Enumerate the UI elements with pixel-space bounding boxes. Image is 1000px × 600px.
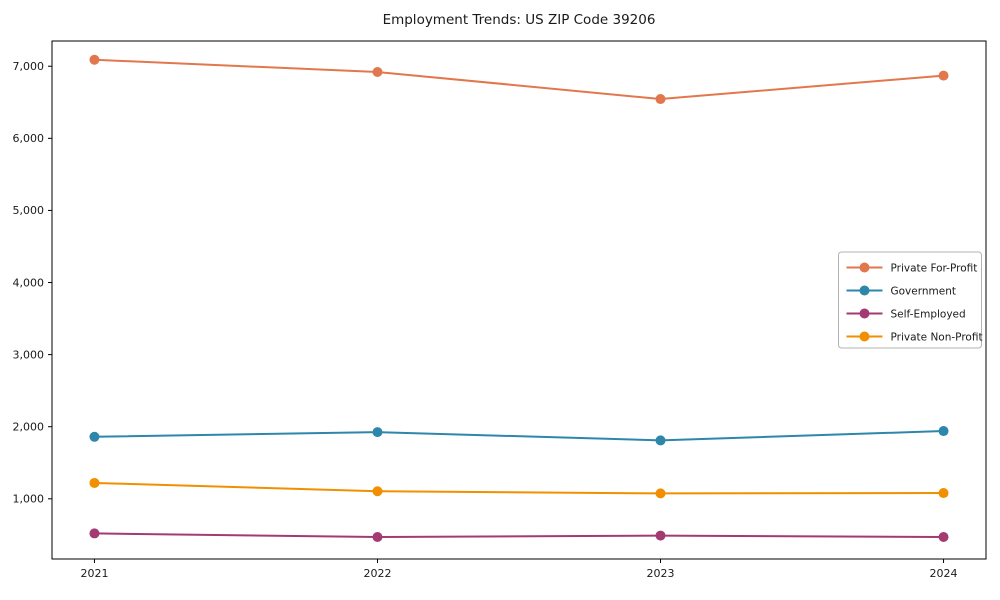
data-point-self-employed-2023: [655, 530, 666, 541]
y-tick-label: 2,000: [13, 421, 45, 434]
data-point-private-for-profit-2022: [372, 67, 383, 78]
axes-frame: [51, 40, 987, 560]
y-tick-label: 4,000: [13, 276, 45, 289]
data-point-government-2024: [938, 426, 949, 437]
legend-label: Government: [891, 285, 956, 297]
data-point-self-employed-2022: [372, 532, 383, 543]
data-point-private-for-profit-2023: [655, 94, 666, 105]
legend-sample-marker: [859, 331, 870, 342]
legend: Private For-Profit Government Self-Employe…: [838, 251, 983, 349]
data-point-government-2023: [655, 435, 666, 446]
series-line-government: [93, 430, 945, 442]
chart-title: Employment Trends: US ZIP Code 39206: [383, 12, 656, 28]
x-tick-label: 2021: [80, 567, 108, 580]
legend-sample-marker: [859, 285, 870, 296]
data-point-private-non-profit-2021: [89, 477, 100, 488]
series-line-self-employed: [93, 532, 945, 539]
legend-item-government: Government: [846, 285, 956, 297]
x-tick-label: 2024: [930, 567, 958, 580]
y-tick-label: 6,000: [13, 132, 45, 145]
y-tick-label: 7,000: [13, 60, 45, 73]
y-tick-label: 3,000: [13, 348, 45, 361]
legend-item-private-non-profit: Private Non-Profit: [846, 331, 983, 343]
legend-label: Self-Employed: [891, 308, 966, 320]
y-tick-label: 5,000: [13, 204, 45, 217]
data-point-self-employed-2024: [938, 532, 949, 543]
legend-sample-marker: [859, 308, 870, 319]
data-point-private-non-profit-2022: [372, 486, 383, 497]
legend-item-self-employed: Self-Employed: [846, 308, 966, 320]
series-line-private-for-profit: [93, 58, 945, 101]
data-point-self-employed-2021: [89, 528, 100, 539]
data-point-private-non-profit-2024: [938, 488, 949, 499]
x-tick-label: 2023: [647, 567, 675, 580]
data-point-private-for-profit-2024: [938, 70, 949, 81]
y-tick-label: 1,000: [13, 493, 45, 506]
data-point-private-for-profit-2021: [89, 54, 100, 65]
series-line-private-non-profit: [93, 481, 945, 495]
data-point-private-non-profit-2023: [655, 488, 666, 499]
legend-label: Private Non-Profit: [891, 331, 983, 343]
data-point-government-2021: [89, 431, 100, 442]
legend-box: [838, 251, 982, 349]
legend-item-private-for-profit: Private For-Profit: [846, 262, 978, 274]
legend-label: Private For-Profit: [891, 262, 978, 274]
x-tick-label: 2022: [363, 567, 391, 580]
data-point-government-2022: [372, 427, 383, 438]
plot-area: 1,000 2,000 3,000 4,000 5,000 6,000 7,000 2021 2…: [13, 40, 987, 580]
legend-sample-marker: [859, 262, 870, 273]
